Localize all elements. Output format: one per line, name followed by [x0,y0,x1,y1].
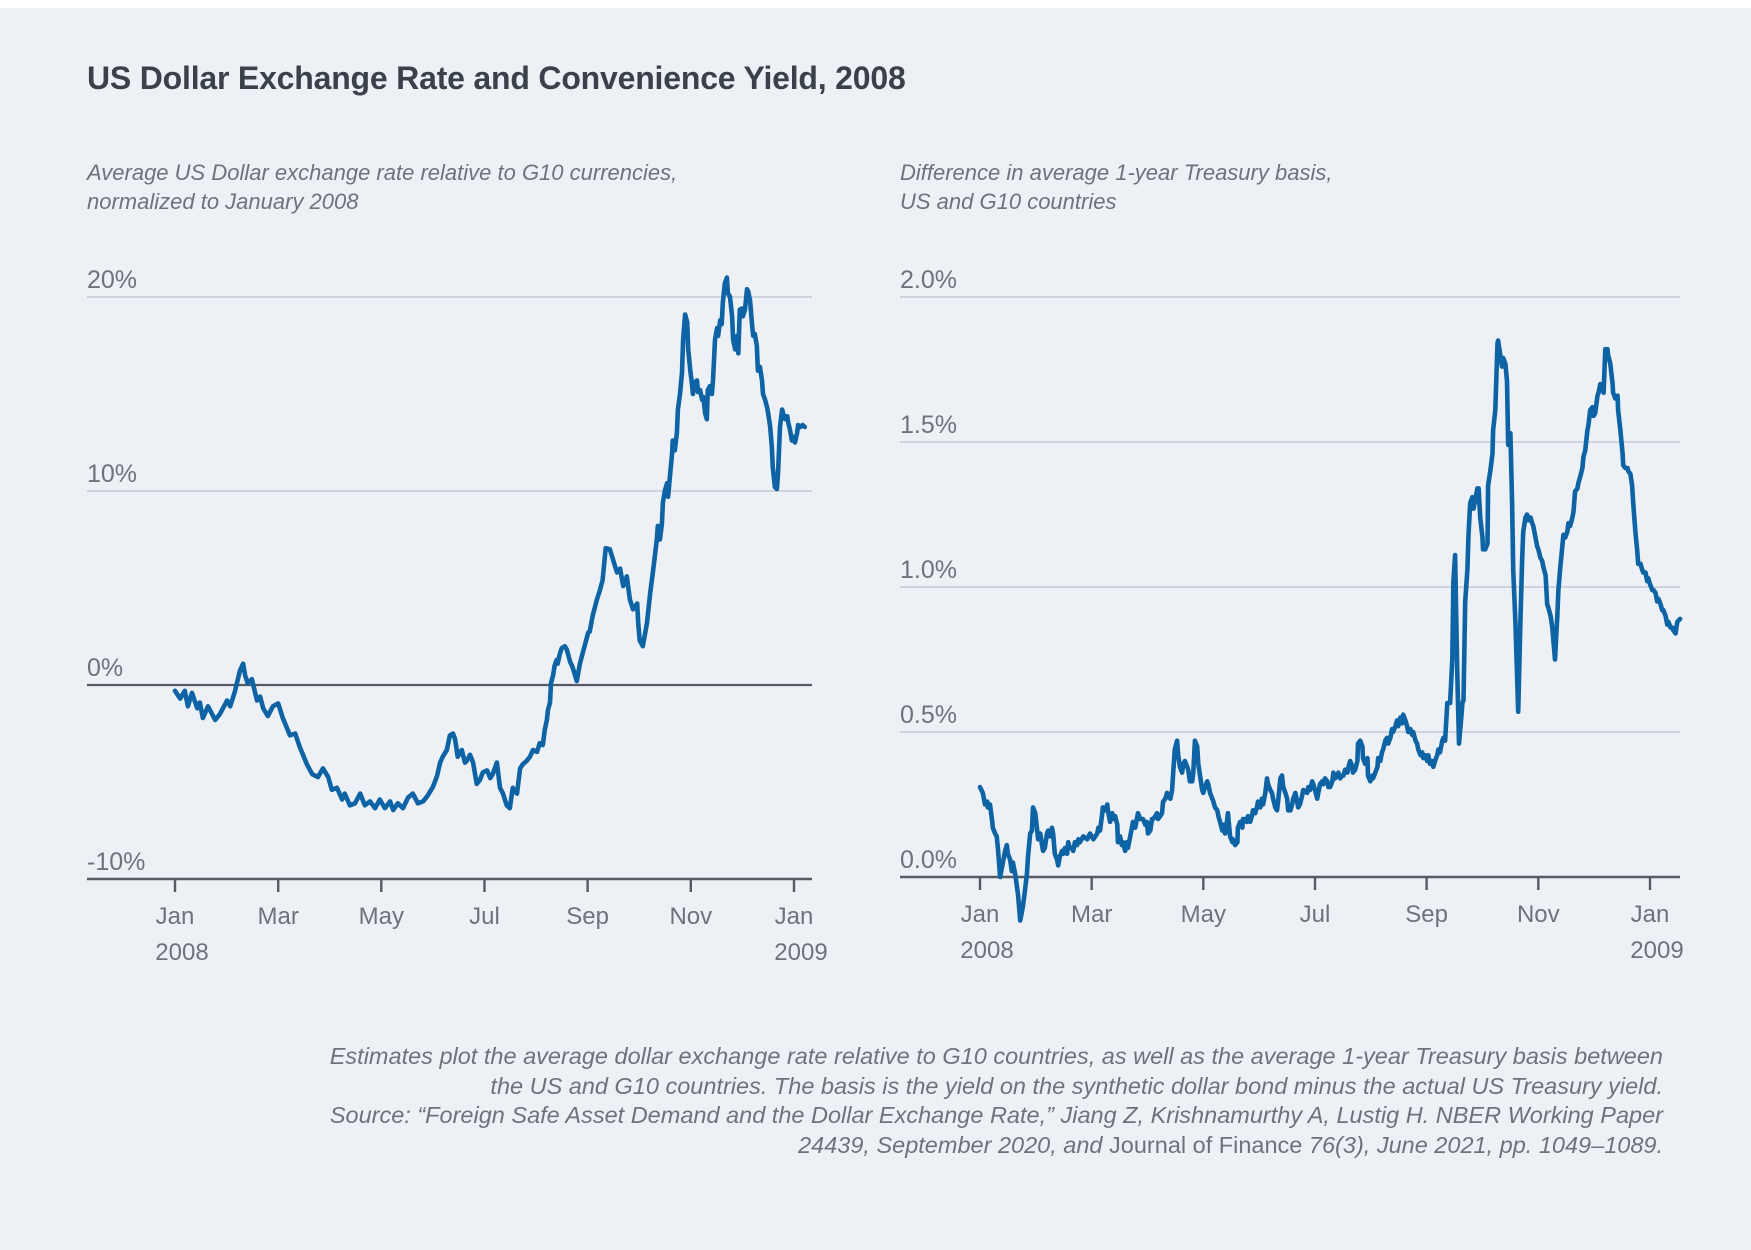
subtitle-line: Difference in average 1-year Treasury ba… [900,160,1333,185]
x-tick-year-label: 2009 [774,939,827,966]
journal-name: Journal of Finance [1109,1131,1303,1158]
caption-line: the US and G10 countries. The basis is t… [490,1072,1663,1099]
y-tick-label: 20% [87,266,137,294]
caption-source-text: 76(3), June 2021, pp. 1049–1089. [1302,1131,1663,1158]
page-title: US Dollar Exchange Rate and Convenience … [87,60,906,96]
caption-line: Source: “Foreign Safe Asset Demand and t… [329,1102,1663,1128]
x-tick-year-label: 2008 [155,939,208,966]
y-tick-label: -10% [87,848,145,876]
x-tick-label: Sep [1405,901,1448,928]
x-tick-label: Jan [961,901,1000,928]
caption-source-text: 24439, September 2020, and [798,1131,1110,1158]
x-tick-year-label: 2008 [960,937,1013,964]
treasury-basis-chart-subtitle: Difference in average 1-year Treasury ba… [900,158,1332,216]
x-tick-label: May [1181,901,1226,928]
y-tick-label: 10% [87,460,137,488]
subtitle-line: Average US Dollar exchange rate relative… [87,160,678,185]
x-tick-label: Mar [1071,901,1112,928]
x-tick-label: Mar [258,903,299,930]
y-tick-label: 1.0% [900,556,957,584]
y-tick-label: 0% [87,654,123,682]
x-tick-label: Jan [775,903,814,930]
data-line [172,275,808,813]
x-tick-label: Nov [1517,901,1560,928]
y-tick-label: 1.5% [900,411,957,439]
top-strip [0,0,1751,8]
y-tick-label: 0.0% [900,846,957,874]
x-tick-label: Jan [1631,901,1670,928]
data-line [977,338,1683,923]
x-tick-year-label: 2009 [1630,937,1683,964]
y-tick-label: 0.5% [900,701,957,729]
x-tick-label: Nov [669,903,712,930]
y-tick-label: 2.0% [900,266,957,294]
subtitle-line: normalized to January 2008 [87,189,359,214]
figure-caption: Estimates plot the average dollar exchan… [88,1042,1663,1160]
x-tick-label: Sep [566,903,609,930]
x-tick-label: Jul [469,903,500,930]
caption-line: Estimates plot the average dollar exchan… [329,1043,1663,1069]
x-tick-label: Jan [156,903,195,930]
exchange-rate-chart-subtitle: Average US Dollar exchange rate relative… [87,158,677,216]
caption-line: 24439, September 2020, and Journal of Fi… [88,1131,1663,1161]
subtitle-line: US and G10 countries [900,189,1117,214]
x-tick-label: Jul [1300,901,1331,928]
x-tick-label: May [359,903,404,930]
